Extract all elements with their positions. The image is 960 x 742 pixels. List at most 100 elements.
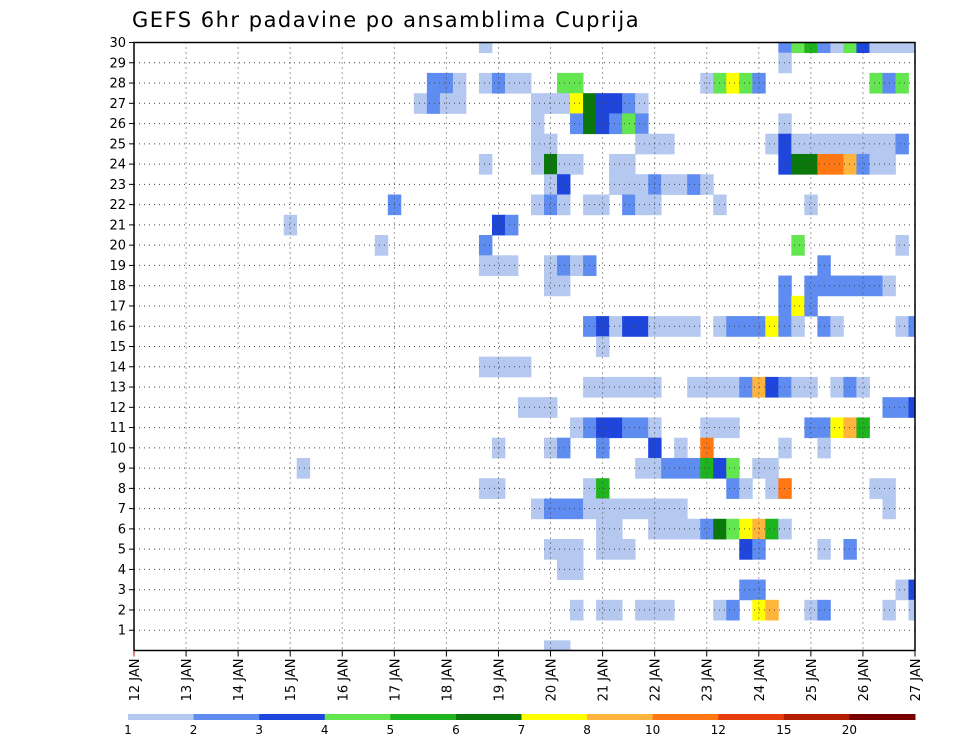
heatmap-cell (596, 498, 610, 520)
heatmap-cell (635, 93, 649, 114)
heatmap-cell (843, 539, 857, 560)
heatmap-cell (843, 153, 857, 175)
heatmap-cell (609, 518, 623, 540)
heatmap-cell (296, 457, 311, 479)
heatmap-cell (674, 457, 688, 479)
heatmap-cell (791, 133, 805, 155)
legend-swatch (783, 714, 850, 720)
heatmap-cell (622, 539, 636, 560)
heatmap-cell (778, 518, 792, 540)
x-tick-label: 12 JAN (128, 659, 143, 702)
heatmap-cell (765, 599, 779, 621)
heatmap-cell (491, 478, 506, 499)
heatmap-cell (882, 42, 896, 54)
heatmap-cell (426, 93, 441, 114)
legend-label: 20 (842, 723, 857, 737)
heatmap-cell (687, 174, 701, 195)
heatmap-cell (557, 275, 571, 297)
heatmap-cell (791, 376, 805, 398)
heatmap-cell (504, 255, 519, 276)
heatmap-cell (283, 214, 298, 236)
heatmap-cell (804, 275, 818, 297)
heatmap-cell (804, 153, 818, 175)
heatmap-cell (609, 153, 623, 175)
heatmap-cell (895, 42, 909, 54)
heatmap-cell (869, 478, 883, 499)
heatmap-cell (478, 478, 493, 499)
heatmap-cell (504, 214, 519, 236)
heatmap-cell (765, 478, 779, 499)
legend-label: 6 (452, 723, 460, 737)
heatmap-cell (869, 133, 883, 155)
heatmap-cell (661, 316, 675, 337)
heatmap-cell (791, 316, 805, 337)
heatmap-cell (869, 275, 883, 297)
heatmap-cell (674, 174, 688, 195)
heatmap-cell (544, 174, 558, 195)
x-tick-label: 20 JAN (545, 659, 560, 702)
heatmap-cell (544, 255, 558, 276)
heatmap-cell (478, 153, 493, 175)
heatmap-cell (557, 72, 571, 94)
heatmap-cell (596, 316, 610, 337)
heatmap-cell (908, 579, 916, 601)
heatmap-cell (531, 93, 545, 114)
heatmap-cell (557, 539, 571, 560)
heatmap-cell (596, 539, 610, 560)
y-tick-label: 4 (118, 563, 126, 578)
y-tick-label: 27 (109, 97, 126, 112)
heatmap-cell (895, 235, 909, 256)
y-tick-label: 18 (109, 279, 126, 294)
heatmap-cell (635, 599, 649, 621)
heatmap-cell (856, 376, 870, 398)
heatmap-cell (908, 42, 916, 54)
heatmap-cell (700, 174, 714, 195)
heatmap-cell (765, 518, 779, 540)
heatmap-cell (674, 498, 688, 520)
heatmap-cell (635, 194, 649, 216)
heatmap-cell (895, 397, 909, 418)
heatmap-cell (804, 194, 818, 216)
heatmap-cell (791, 235, 805, 256)
heatmap-cell (661, 599, 675, 621)
heatmap-cell (765, 457, 779, 479)
y-tick-label: 7 (118, 502, 126, 517)
heatmap-cell (765, 133, 779, 155)
heatmap-cell (622, 113, 636, 135)
heatmap-cell (843, 42, 857, 54)
heatmap-cell (439, 93, 454, 114)
y-tick-label: 1 (118, 624, 126, 639)
y-tick-label: 2 (118, 603, 126, 618)
heatmap-cell (895, 133, 909, 155)
y-tick-label: 30 (109, 36, 126, 51)
heatmap-cell (739, 72, 753, 94)
x-tick-label: 19 JAN (492, 659, 507, 702)
x-tick-label: 16 JAN (336, 659, 351, 702)
heatmap-cell (635, 457, 649, 479)
heatmap-cell (557, 93, 571, 114)
heatmap-cell (544, 275, 558, 297)
heatmap-cell (635, 417, 649, 439)
heatmap-cell (843, 417, 857, 439)
heatmap-cell (570, 72, 584, 94)
heatmap-cell (791, 295, 805, 317)
heatmap-cell (609, 113, 623, 135)
heatmap-cell (478, 255, 493, 276)
heatmap-cell (674, 518, 688, 540)
y-tick-label: 25 (109, 137, 126, 152)
heatmap-cell (622, 194, 636, 216)
x-tick-label: 17 JAN (388, 659, 403, 702)
heatmap-cell (830, 275, 844, 297)
heatmap-cell (531, 113, 545, 135)
heatmap-cell (739, 579, 753, 601)
heatmap-cell (830, 133, 844, 155)
heatmap-cell (726, 417, 740, 439)
heatmap-cell (622, 153, 636, 175)
heatmap-cell (570, 498, 584, 520)
heatmap-cell (687, 376, 701, 398)
heatmap-cell (622, 498, 636, 520)
y-tick-label: 9 (118, 462, 126, 477)
heatmap-cell (804, 133, 818, 155)
legend-swatch (652, 714, 719, 720)
